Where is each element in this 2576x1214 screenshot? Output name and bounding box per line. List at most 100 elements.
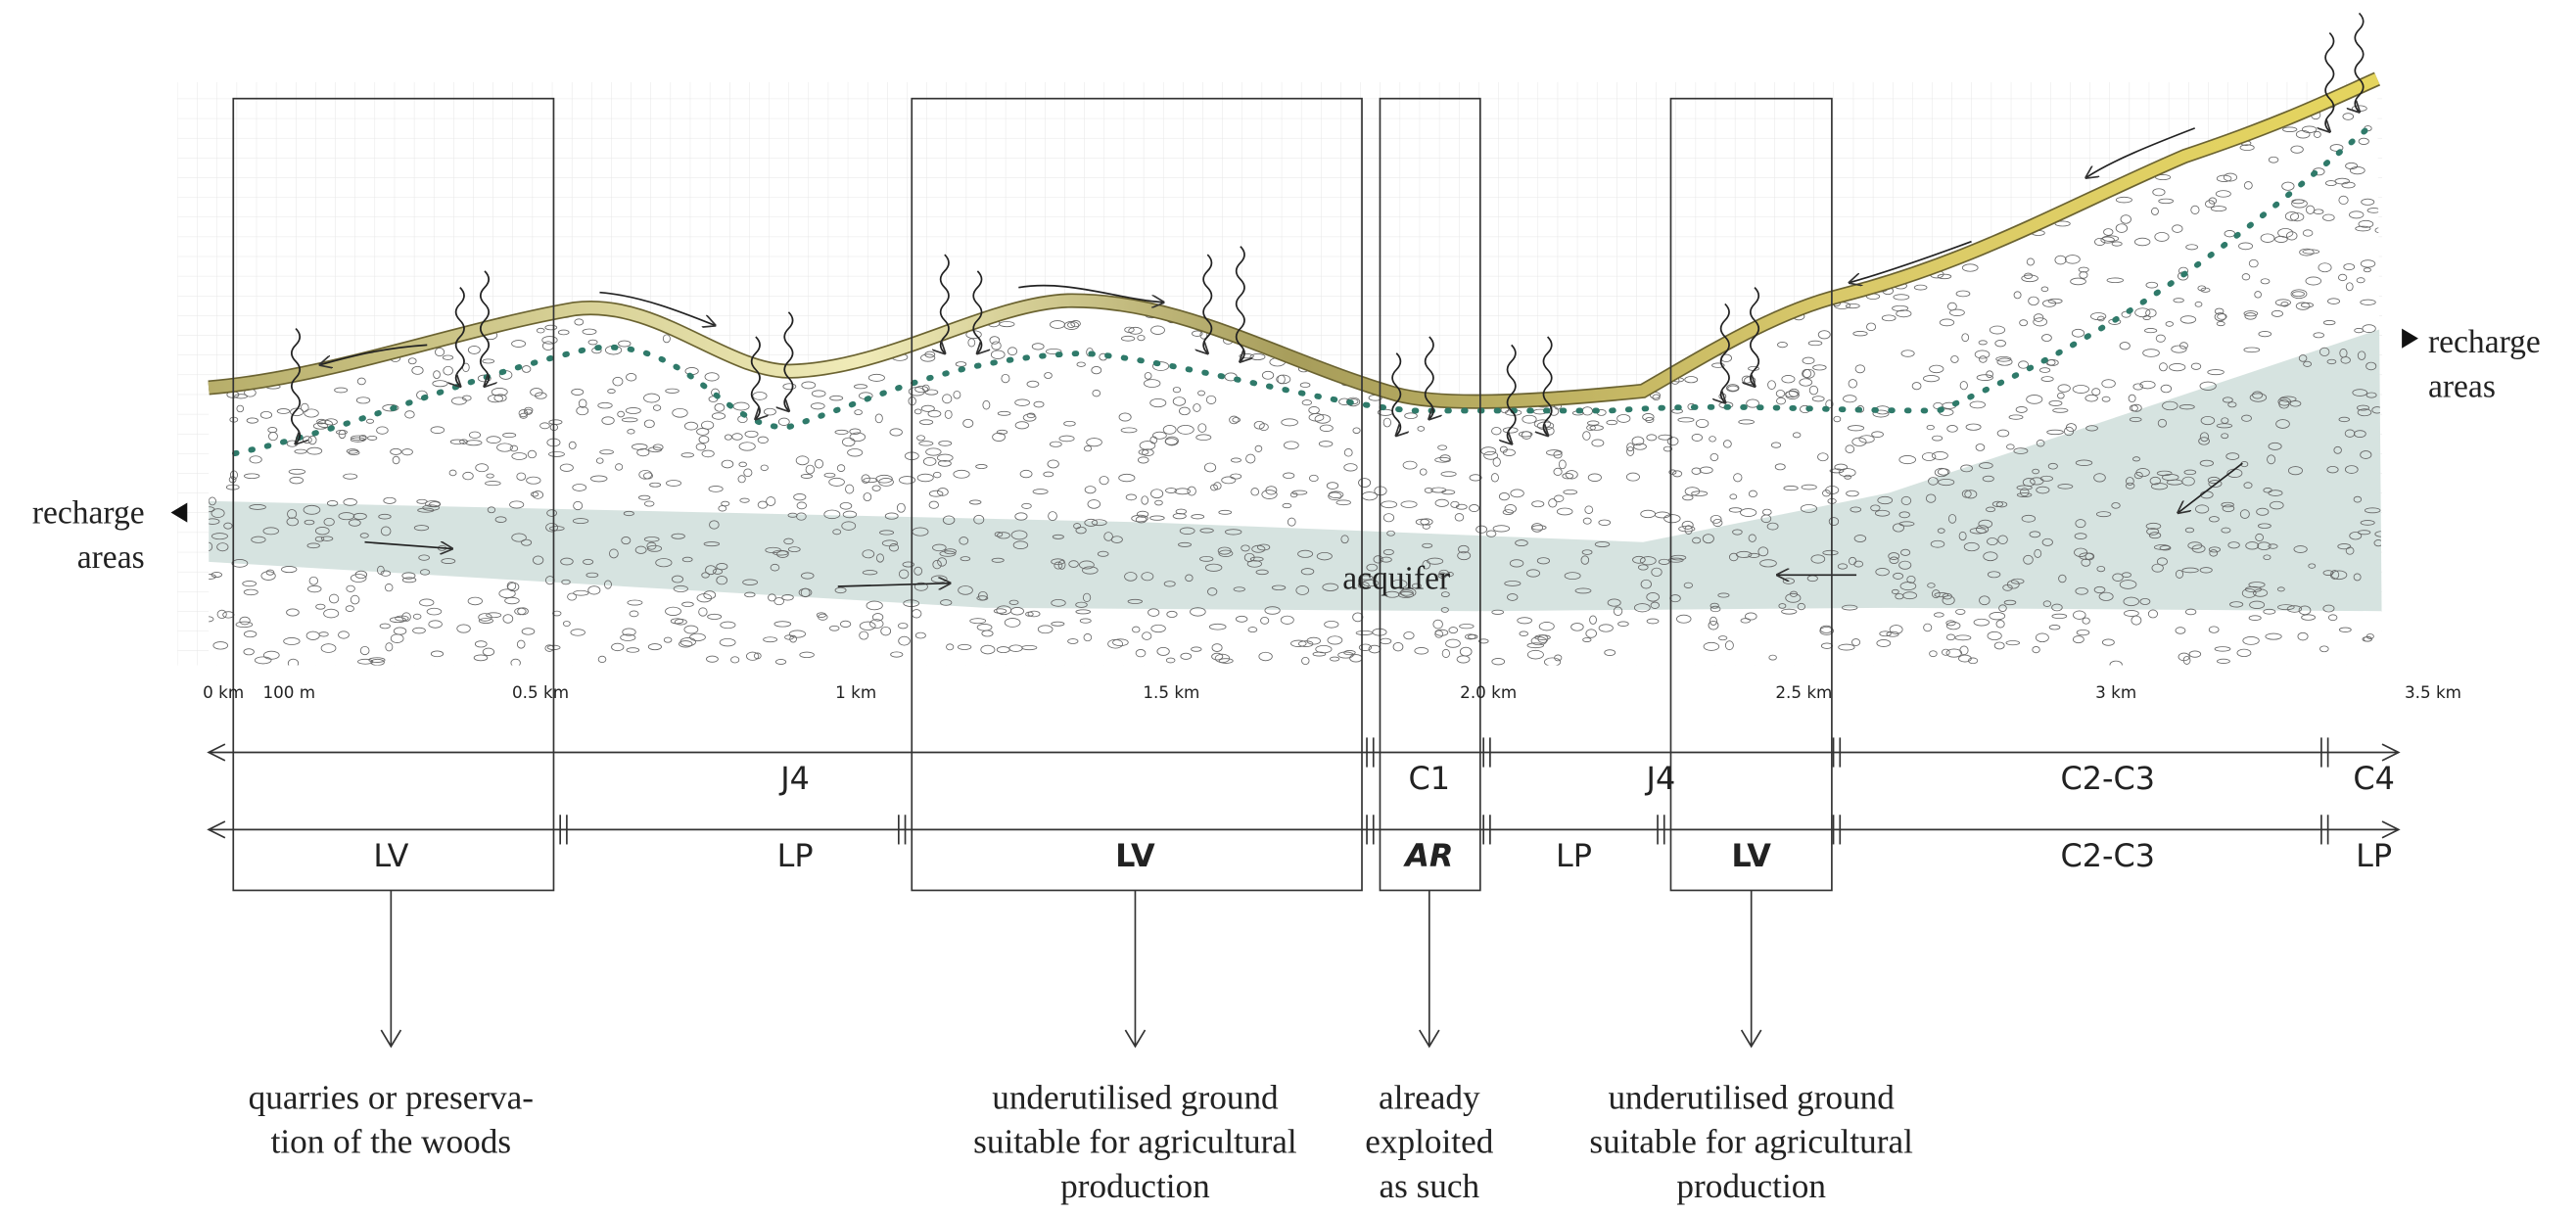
pebble — [1154, 499, 1163, 506]
pebble — [671, 575, 684, 584]
pebble — [1564, 572, 1581, 581]
pebble — [1932, 435, 1944, 442]
pebble — [1974, 350, 1991, 359]
pebble — [1870, 504, 1881, 512]
pebble — [380, 526, 392, 537]
pebble — [1934, 612, 1944, 618]
pebble — [1587, 473, 1602, 483]
pebble — [2248, 258, 2259, 268]
pebble — [1199, 555, 1214, 562]
pebble — [2349, 532, 2363, 540]
pebble — [1646, 618, 1660, 625]
pebble — [2243, 347, 2261, 353]
pebble — [1961, 263, 1979, 272]
pebble — [1718, 635, 1728, 641]
pebble — [937, 557, 948, 567]
pebble — [938, 441, 953, 446]
pebble — [482, 647, 495, 657]
pebble — [1746, 398, 1759, 408]
pebble — [1322, 583, 1339, 591]
pebble — [1876, 638, 1892, 647]
pebble — [2041, 537, 2053, 546]
pebble — [2364, 507, 2381, 514]
pebble — [242, 581, 258, 587]
pebble — [345, 605, 354, 612]
pebble — [1004, 618, 1021, 628]
pebble — [2073, 610, 2086, 620]
pebble — [1149, 397, 1167, 408]
pebble — [509, 500, 525, 509]
pebble — [1543, 657, 1562, 666]
pebble — [1414, 647, 1429, 655]
pebble — [441, 558, 456, 565]
pebble — [2305, 205, 2316, 214]
pebble — [1230, 457, 1241, 463]
pebble — [839, 501, 853, 510]
pebble — [2242, 636, 2260, 645]
pebble — [1825, 399, 1834, 409]
pebble — [739, 497, 750, 503]
pebble — [572, 518, 589, 525]
pebble — [1283, 472, 1295, 480]
pebble — [874, 413, 883, 424]
pebble — [2078, 266, 2089, 273]
pebble — [793, 493, 807, 501]
pebble — [2353, 573, 2362, 582]
pebble — [1058, 435, 1075, 443]
pebble — [1788, 388, 1800, 397]
pebble — [1877, 495, 1894, 505]
pebble — [862, 570, 878, 576]
pebble — [1180, 652, 1193, 660]
pebble — [671, 533, 685, 539]
pebble — [1989, 612, 2006, 621]
pebble — [1432, 619, 1443, 630]
pebble — [1438, 569, 1450, 578]
pebble — [1892, 304, 1909, 312]
pebble — [1536, 557, 1551, 565]
pebble — [1626, 443, 1635, 452]
pebble — [743, 468, 753, 478]
pebble — [2058, 574, 2067, 584]
pebble — [1357, 582, 1370, 589]
pebble — [2345, 546, 2355, 555]
pebble — [2101, 638, 2115, 646]
pebble — [1898, 560, 1912, 570]
pebble — [1033, 400, 1045, 408]
pebble — [2169, 363, 2186, 372]
pebble — [1581, 549, 1593, 555]
pebble — [1218, 549, 1234, 558]
pebble — [1384, 590, 1400, 598]
pebble — [2349, 210, 2365, 219]
pebble — [1142, 448, 1154, 457]
pebble — [522, 365, 532, 373]
pebble — [2221, 433, 2229, 440]
pebble — [597, 655, 607, 664]
infiltration-arrows — [291, 12, 2365, 444]
pebble — [1446, 572, 1454, 577]
pebble — [772, 549, 789, 556]
zone-rows — [207, 737, 2401, 1049]
land-use-label: LP — [1556, 837, 1592, 874]
pebble — [2277, 604, 2295, 611]
pebble — [2239, 144, 2255, 152]
pebble — [343, 473, 358, 480]
pebble — [1839, 468, 1856, 478]
pebble — [1969, 400, 1986, 409]
pebble — [1386, 530, 1395, 537]
pebble — [2047, 298, 2063, 304]
pebble — [920, 404, 935, 412]
pebble — [1699, 466, 1713, 474]
pebble — [646, 541, 657, 550]
pebble — [842, 510, 858, 519]
pebble — [718, 505, 727, 512]
pebble — [557, 329, 570, 336]
pebble — [1103, 532, 1113, 541]
pebble — [1745, 612, 1757, 621]
pebble — [1975, 444, 1986, 451]
pebble — [919, 419, 934, 426]
pebble — [2337, 543, 2352, 550]
pebble — [1781, 608, 1798, 615]
pebble — [1343, 463, 1358, 472]
pebble — [2338, 273, 2348, 282]
pebble — [2103, 228, 2114, 236]
